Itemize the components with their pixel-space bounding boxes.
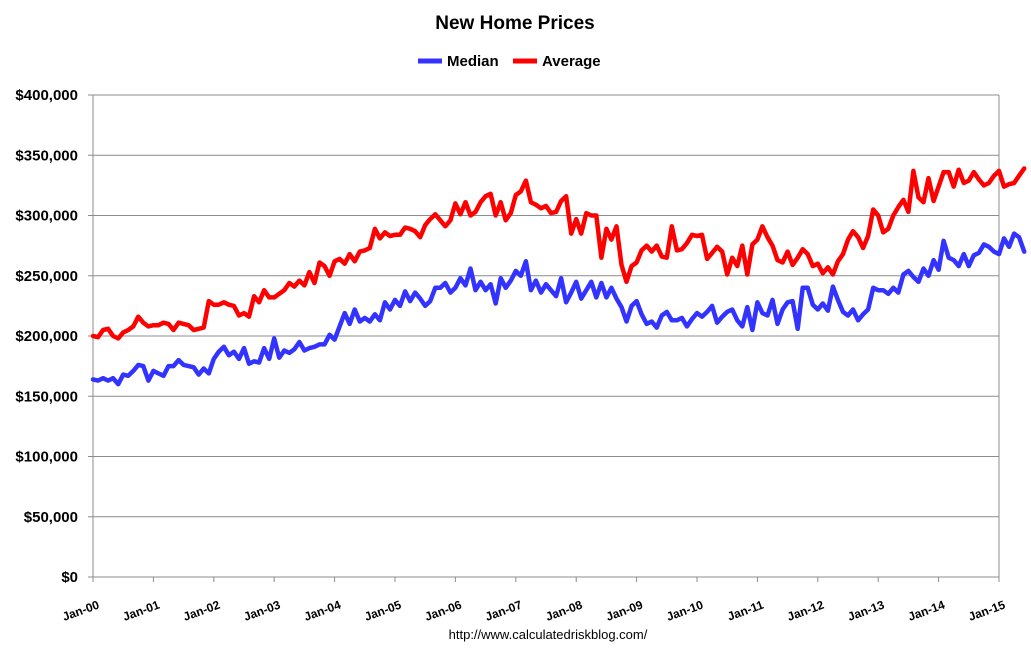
x-tick-label: Jan-04 [302, 598, 343, 624]
y-tick-label: $100,000 [15, 449, 78, 466]
x-tick-label: Jan-08 [544, 598, 585, 624]
series-lines [90, 166, 1027, 387]
y-axis-ticks: $0 $50,000 $100,000 $150,000 $200,000 $250,00… [15, 87, 93, 586]
gridlines [93, 94, 999, 518]
y-tick-label: $300,000 [15, 208, 78, 225]
source-url: http://www.calculatedriskblog.com/ [449, 627, 648, 642]
x-tick-label: Jan-01 [121, 598, 162, 624]
x-tick-label: Jan-06 [423, 598, 464, 624]
x-tick-label: Jan-15 [967, 598, 1008, 624]
series-line-average [90, 166, 1027, 341]
y-tick-label: $50,000 [24, 509, 78, 526]
x-tick-label: Jan-14 [906, 598, 947, 624]
y-tick-label: $250,000 [15, 268, 78, 285]
legend-label-median: Median [447, 53, 499, 70]
x-tick-label: Jan-11 [726, 598, 766, 624]
x-tick-label: Jan-05 [363, 598, 404, 624]
y-tick-label: $0 [61, 569, 78, 586]
y-tick-label: $400,000 [15, 87, 78, 104]
legend-label-average: Average [542, 53, 601, 70]
series-line-median [90, 231, 1027, 387]
x-tick-label: Jan-00 [61, 598, 102, 624]
legend: Median Average [418, 53, 601, 70]
y-tick-label: $150,000 [15, 388, 78, 405]
y-tick-label: $200,000 [15, 328, 78, 345]
x-tick-label: Jan-07 [483, 598, 524, 624]
y-tick-label: $350,000 [15, 147, 78, 164]
chart-title: New Home Prices [435, 13, 594, 34]
x-tick-label: Jan-03 [242, 598, 283, 624]
x-tick-label: Jan-02 [181, 598, 222, 624]
x-axis-ticks: Jan-00 Jan-01 Jan-02 Jan-03 Jan-04 Jan-05 Jan-… [61, 577, 1008, 624]
x-tick-label: Jan-09 [604, 598, 645, 624]
x-tick-label: Jan-13 [846, 598, 887, 624]
x-tick-label: Jan-10 [665, 598, 706, 624]
x-tick-label: Jan-12 [785, 598, 826, 624]
